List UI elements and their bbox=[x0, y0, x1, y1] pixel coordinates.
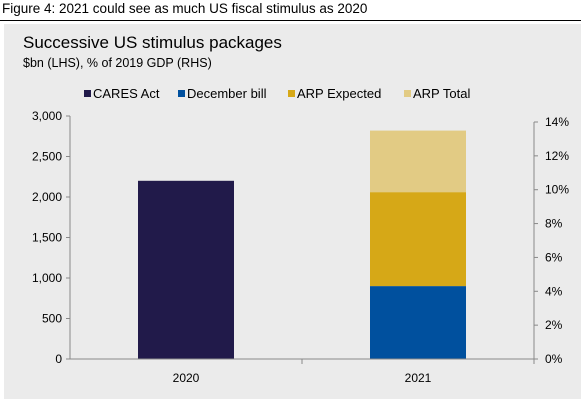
legend-label-arp-total: ARP Total bbox=[413, 86, 470, 101]
right-tick-label: 0% bbox=[545, 352, 563, 366]
right-tick-label: 4% bbox=[545, 284, 563, 298]
figure-caption: Figure 4: 2021 could see as much US fisc… bbox=[2, 1, 368, 16]
legend-swatch-december-bill bbox=[178, 90, 185, 97]
left-tick-label: 2,000 bbox=[32, 190, 62, 204]
right-tick-label: 6% bbox=[545, 250, 563, 264]
bar-arp-expected-2021 bbox=[370, 192, 466, 287]
legend-swatch-arp-expected bbox=[288, 90, 295, 97]
legend-label-cares-act: CARES Act bbox=[93, 86, 160, 101]
chart-title: Successive US stimulus packages bbox=[23, 33, 282, 52]
right-tick-label: 12% bbox=[545, 149, 569, 163]
left-tick-label: 0 bbox=[55, 352, 62, 366]
bar-cares-act-2020 bbox=[138, 180, 234, 359]
left-tick-label: 1,500 bbox=[32, 231, 62, 245]
right-tick-label: 10% bbox=[545, 183, 569, 197]
right-tick-label: 14% bbox=[545, 115, 569, 129]
left-tick-label: 500 bbox=[42, 312, 62, 326]
legend-label-arp-expected: ARP Expected bbox=[297, 86, 381, 101]
right-tick-label: 8% bbox=[545, 217, 563, 231]
right-tick-label: 2% bbox=[545, 318, 563, 332]
bars bbox=[138, 130, 466, 359]
chart-subtitle: $bn (LHS), % of 2019 GDP (RHS) bbox=[23, 56, 212, 70]
x-tick-label: 2021 bbox=[405, 371, 432, 385]
left-tick-label: 1,000 bbox=[32, 271, 62, 285]
bar-december-bill-2021 bbox=[370, 286, 466, 359]
legend-swatch-cares-act bbox=[84, 90, 91, 97]
left-tick-label: 3,000 bbox=[32, 109, 62, 123]
chart-panel bbox=[4, 24, 581, 399]
axes: 0 500 1,000 1,500 2,000 2,500 3,000 0% 2% 4% 6% 8% 1… bbox=[32, 109, 569, 385]
bar-arp-total-2021 bbox=[370, 130, 466, 193]
legend-swatch-arp-total bbox=[404, 90, 411, 97]
left-tick-label: 2,500 bbox=[32, 150, 62, 164]
caption-divider bbox=[0, 20, 581, 21]
x-tick-label: 2020 bbox=[173, 371, 200, 385]
legend: CARES Act December bill ARP Expected ARP To… bbox=[84, 86, 470, 101]
legend-label-december-bill: December bill bbox=[187, 86, 267, 101]
